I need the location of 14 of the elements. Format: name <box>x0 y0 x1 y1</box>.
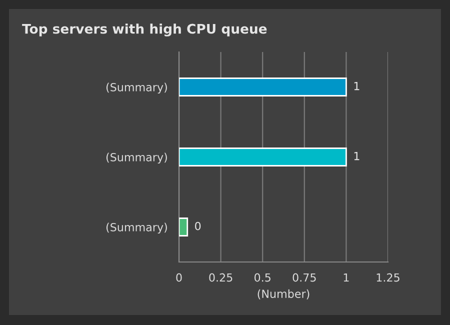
y-tick-label: (Summary) <box>106 82 167 94</box>
x-tick-label: 0 <box>176 273 182 282</box>
x-tick-label: 1.25 <box>376 273 400 282</box>
x-axis-title: (Number) <box>258 289 310 300</box>
data-label: 0 <box>195 222 201 230</box>
y-tick-label: (Summary) <box>106 222 167 234</box>
x-tick-label: 0.25 <box>209 273 232 282</box>
x-tick-label: 0.75 <box>292 273 316 282</box>
data-label: 1 <box>354 152 360 160</box>
data-label: 1 <box>354 82 360 90</box>
chart-title: Top servers with high CPU queue <box>22 24 267 36</box>
y-tick-label: (Summary) <box>106 152 167 164</box>
x-tick-label: 1 <box>344 273 349 282</box>
x-tick-label: 0.5 <box>254 273 270 282</box>
